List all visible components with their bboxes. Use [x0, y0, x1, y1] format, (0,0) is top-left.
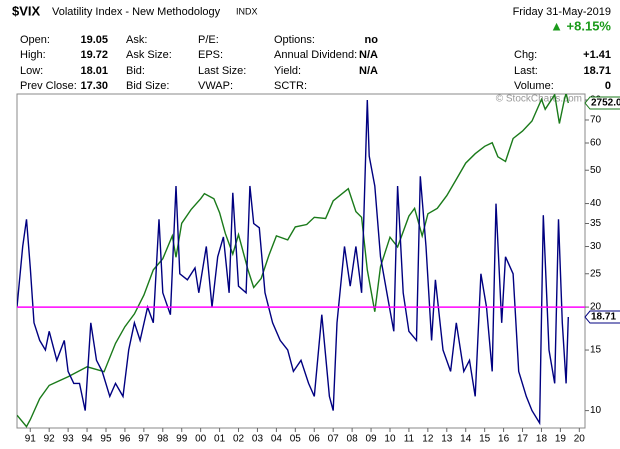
- x-tick-label: 04: [271, 434, 283, 445]
- field-value: N/A: [359, 65, 378, 77]
- y-tick-label: 50: [590, 165, 602, 176]
- field-label: Bid:: [126, 65, 145, 77]
- quote-value: +1.41: [583, 49, 611, 61]
- x-tick-label: 10: [384, 434, 396, 445]
- x-tick-label: 92: [44, 434, 56, 445]
- field-label: High:: [20, 49, 46, 61]
- x-tick-label: 94: [81, 434, 93, 445]
- field-value: N/A: [359, 49, 378, 61]
- x-tick-label: 08: [347, 434, 359, 445]
- y-tick-label: 40: [590, 198, 602, 209]
- field-label: VWAP:: [198, 80, 233, 92]
- field-label: Open:: [20, 34, 50, 46]
- x-tick-label: 06: [309, 434, 321, 445]
- symbol: $VIX: [12, 3, 41, 18]
- field-value: 19.05: [80, 34, 108, 46]
- field-label: Yield:: [274, 65, 301, 77]
- quote-label: Last:: [514, 65, 538, 77]
- x-tick-label: 95: [100, 434, 112, 445]
- x-tick-label: 03: [252, 434, 264, 445]
- x-tick-label: 98: [157, 434, 169, 445]
- plot-frame: [16, 93, 586, 429]
- quote-label: Chg:: [514, 49, 537, 61]
- series-line: [17, 94, 569, 428]
- y-tick-label: 20: [590, 302, 602, 313]
- y-tick-label: 30: [590, 241, 602, 252]
- field-label: Prev Close:: [20, 80, 77, 92]
- last-value-label: 18.71: [591, 312, 616, 323]
- field-label: SCTR:: [274, 80, 307, 92]
- field-value: 18.01: [80, 65, 108, 77]
- x-tick-label: 96: [119, 434, 131, 445]
- field-value: 17.30: [80, 80, 108, 92]
- x-tick-label: 16: [498, 434, 510, 445]
- quote-label: Volume:: [514, 80, 554, 92]
- x-tick-label: 97: [138, 434, 150, 445]
- y-tick-label: 35: [590, 218, 602, 229]
- x-tick-label: 11: [404, 434, 415, 445]
- quote-value: 18.71: [583, 65, 611, 77]
- x-tick-label: 91: [25, 434, 37, 445]
- date: Friday 31-May-2019: [513, 6, 611, 18]
- field-label: Ask Size:: [126, 49, 172, 61]
- watermark: © StockCharts.com: [496, 94, 582, 105]
- x-tick-label: 93: [63, 434, 75, 445]
- x-tick-label: 14: [460, 434, 472, 445]
- quote-value: 0: [605, 80, 611, 92]
- last-value-tag: [584, 96, 620, 110]
- x-tick-label: 19: [555, 434, 567, 445]
- field-label: P/E:: [198, 34, 219, 46]
- field-label: Bid Size:: [126, 80, 169, 92]
- x-tick-label: 09: [365, 434, 377, 445]
- last-value-tag: [584, 310, 620, 324]
- last-value-label: 2752.0: [591, 98, 620, 109]
- field-label: Ask:: [126, 34, 147, 46]
- series-line: [17, 99, 569, 426]
- y-tick-label: 25: [590, 268, 602, 279]
- y-tick-label: 70: [590, 115, 602, 126]
- y-tick-label: 10: [590, 405, 602, 416]
- x-tick-label: 00: [195, 434, 207, 445]
- x-tick-label: 07: [328, 434, 340, 445]
- x-tick-label: 17: [517, 434, 529, 445]
- field-label: Low:: [20, 65, 43, 77]
- field-label: Options:: [274, 34, 315, 46]
- security-name: Volatility Index - New Methodology: [52, 6, 221, 18]
- x-tick-label: 13: [441, 434, 453, 445]
- y-tick-label: 15: [590, 345, 602, 356]
- x-tick-label: 01: [214, 434, 226, 445]
- x-tick-label: 18: [536, 434, 548, 445]
- field-value: no: [365, 34, 379, 46]
- field-label: EPS:: [198, 49, 223, 61]
- x-tick-label: 12: [422, 434, 434, 445]
- x-tick-label: 05: [290, 434, 302, 445]
- x-tick-label: 15: [479, 434, 491, 445]
- field-label: Annual Dividend:: [274, 49, 357, 61]
- x-tick-label: 20: [574, 434, 586, 445]
- change-percent: ▲ +8.15%: [550, 18, 611, 33]
- x-tick-label: 99: [176, 434, 188, 445]
- field-value: 19.72: [80, 49, 108, 61]
- x-tick-label: 02: [233, 434, 245, 445]
- y-tick-label: 60: [590, 138, 602, 149]
- exchange: INDX: [236, 6, 258, 16]
- field-label: Last Size:: [198, 65, 246, 77]
